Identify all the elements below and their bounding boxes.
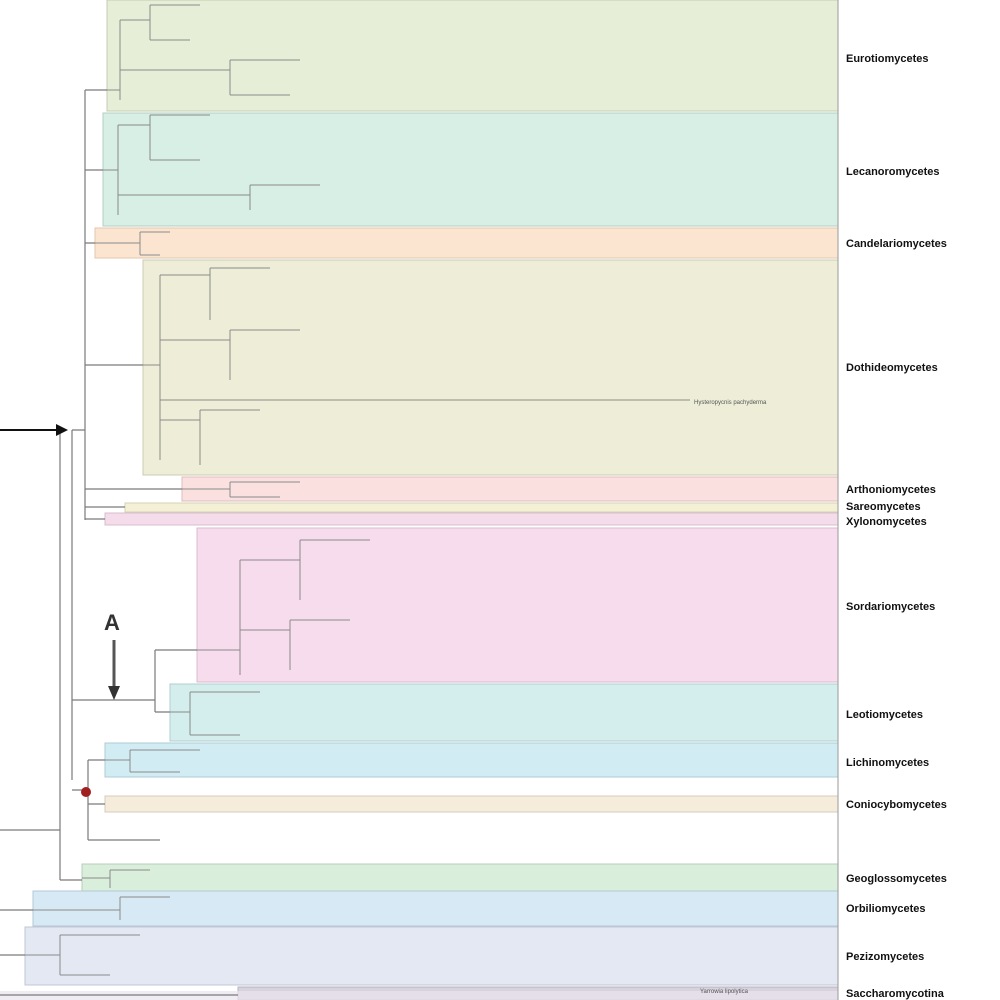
tip-label-hysteropycnis: Hysteropycnis pachyderma [694, 400, 767, 406]
clade-label-xylonomycetes: Xylonomycetes [846, 516, 927, 528]
clade-label-sordariomycetes: Sordariomycetes [846, 601, 935, 613]
clade-label-orbiliomycetes: Orbiliomycetes [846, 903, 925, 915]
band-lecanoromycetes [102, 112, 839, 227]
outgroup-stripe [0, 991, 838, 1000]
band-eurotiomycetes [106, 0, 839, 112]
marker-a-arrow [108, 640, 120, 700]
clade-label-geoglossomycetes: Geoglossomycetes [846, 873, 947, 885]
clade-label-arthoniomycetes: Arthoniomycetes [846, 484, 936, 496]
red-node-marker [81, 787, 91, 797]
tree-branches [25, 4, 690, 976]
band-sordariomycetes [196, 527, 839, 683]
clade-label-coniocybomycetes: Coniocybomycetes [846, 799, 947, 811]
clade-label-lecanoromycetes: Lecanoromycetes [846, 166, 940, 178]
band-lichinomycetes [104, 742, 839, 778]
clade-label-eurotiomycetes: Eurotiomycetes [846, 53, 929, 65]
tree-backbone [0, 89, 238, 996]
clade-label-pezizomycetes: Pezizomycetes [846, 951, 924, 963]
band-orbiliomycetes [32, 890, 839, 927]
band-sareomycetes [124, 502, 839, 513]
clade-label-sareomycetes: Sareomycetes [846, 501, 921, 513]
clade-label-leotiomycetes: Leotiomycetes [846, 709, 923, 721]
clade-label-candelariomycetes: Candelariomycetes [846, 238, 947, 250]
band-xylonomycetes [104, 512, 839, 526]
clade-label-dothideomycetes: Dothideomycetes [846, 362, 938, 374]
node-arrow [0, 424, 68, 436]
clade-label-saccharomycotina: Saccharomycotina [846, 988, 945, 1000]
clade-label-lichinomycetes: Lichinomycetes [846, 757, 929, 769]
band-coniocybomycetes [104, 795, 839, 813]
band-geoglossomycetes [81, 863, 839, 893]
tip-label-outgroup: Yarrowia lipolytica [700, 989, 749, 995]
band-candelariomycetes [94, 227, 839, 259]
band-dothideomycetes [142, 259, 839, 476]
band-pezizomycetes [24, 926, 839, 986]
marker-a-label: A [104, 610, 120, 635]
band-leotiomycetes [169, 683, 839, 742]
band-arthoniomycetes [181, 476, 839, 502]
